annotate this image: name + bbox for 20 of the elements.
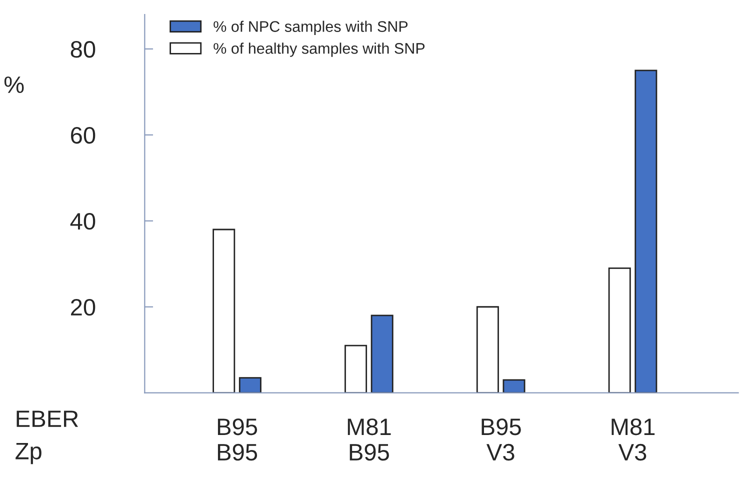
x-tick-label: B95 V3 <box>482 418 521 461</box>
x-tick-label: M81 V3 <box>612 418 655 461</box>
bar <box>634 70 658 393</box>
x-tick-label: M81 B95 <box>348 418 391 461</box>
y-tick-label: 60 <box>71 126 96 144</box>
bar <box>238 377 262 393</box>
bar <box>476 306 499 393</box>
x-tick-label: B95 B95 <box>218 418 258 461</box>
text: EBER Zp <box>16 410 78 464</box>
y-tick-label: 20 <box>71 298 96 316</box>
y-axis-title: % <box>4 76 24 94</box>
bar <box>608 267 631 393</box>
y-tick-label: 80 <box>70 41 96 58</box>
bar <box>344 344 368 393</box>
bar <box>370 314 394 393</box>
bar <box>212 228 236 393</box>
legend-label: % of NPC samples with SNP <box>214 20 408 35</box>
legend-label: % of healthy samples with SNP <box>214 42 425 57</box>
bar <box>502 379 526 393</box>
y-tick-label: 40 <box>70 212 96 230</box>
